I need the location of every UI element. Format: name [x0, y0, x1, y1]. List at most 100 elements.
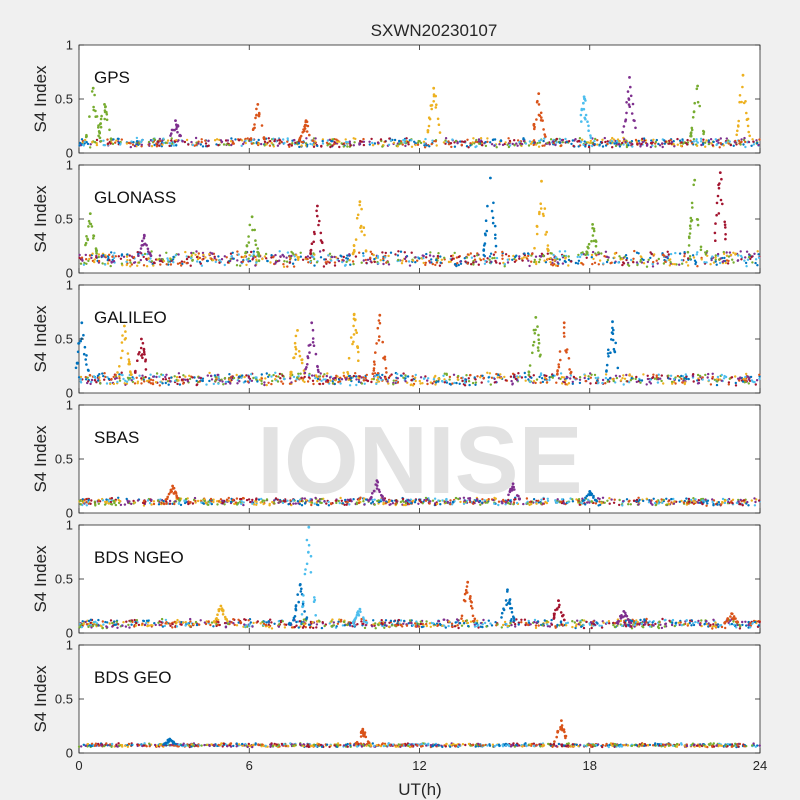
data-point: [285, 260, 289, 263]
peak-point: [316, 204, 319, 208]
data-point: [539, 353, 542, 357]
data-point: [635, 498, 639, 502]
data-point: [538, 375, 541, 379]
data-point: [213, 374, 217, 377]
data-point: [252, 376, 255, 380]
data-point: [641, 140, 644, 144]
data-point: [152, 264, 155, 267]
data-point: [88, 254, 92, 257]
data-point: [556, 261, 559, 264]
data-point: [123, 382, 126, 385]
data-point: [490, 143, 494, 146]
data-point: [246, 137, 249, 140]
data-point: [274, 371, 277, 374]
data-point: [330, 255, 334, 259]
data-point: [457, 497, 460, 501]
data-point: [537, 333, 540, 337]
data-point: [85, 258, 88, 261]
data-point: [465, 256, 469, 259]
data-point: [279, 377, 282, 380]
data-point: [724, 226, 727, 229]
data-point: [541, 380, 545, 384]
data-point: [402, 376, 405, 379]
data-point: [501, 254, 504, 257]
data-point: [234, 138, 237, 141]
data-point: [705, 504, 708, 507]
data-point: [199, 262, 202, 265]
data-point: [751, 138, 754, 141]
data-point: [88, 257, 91, 261]
data-point: [688, 257, 692, 260]
data-point: [623, 377, 627, 380]
data-point: [345, 260, 348, 264]
data-point: [486, 257, 489, 260]
data-point: [663, 139, 666, 142]
data-point: [192, 251, 195, 255]
data-point: [178, 134, 181, 138]
data-point: [625, 258, 628, 262]
data-point: [696, 223, 700, 227]
data-point: [294, 258, 297, 261]
data-point: [716, 375, 720, 379]
data-point: [223, 255, 226, 258]
data-point: [711, 625, 714, 628]
data-point: [432, 93, 436, 96]
data-point: [480, 381, 483, 384]
data-point: [608, 497, 611, 500]
data-point: [390, 624, 394, 627]
data-point: [414, 261, 417, 264]
data-point: [371, 492, 374, 495]
data-point: [197, 142, 200, 145]
data-point: [758, 373, 761, 376]
data-point: [175, 127, 178, 131]
data-point: [337, 380, 340, 384]
data-point: [237, 618, 240, 621]
data-point: [84, 620, 87, 624]
data-point: [581, 138, 584, 141]
data-point: [624, 118, 628, 121]
data-point: [257, 142, 261, 145]
data-point: [374, 627, 377, 630]
data-point: [296, 376, 299, 379]
data-point: [357, 359, 360, 363]
data-point: [506, 143, 509, 146]
data-point: [473, 625, 477, 628]
data-point: [651, 503, 654, 506]
data-point: [661, 145, 664, 149]
data-point: [553, 258, 556, 262]
scatter-points: [78, 171, 761, 268]
data-point: [82, 263, 86, 266]
data-point: [204, 256, 207, 259]
data-point: [165, 263, 168, 266]
data-point: [135, 376, 138, 379]
data-point: [236, 259, 239, 262]
data-point: [715, 213, 718, 217]
data-point: [461, 379, 464, 382]
data-point: [434, 383, 437, 386]
data-point: [558, 624, 561, 627]
data-point: [148, 377, 151, 380]
data-point: [135, 140, 139, 143]
data-point: [97, 502, 101, 505]
data-point: [141, 353, 144, 356]
data-point: [75, 361, 79, 365]
data-point: [735, 133, 738, 137]
data-point: [702, 129, 705, 133]
data-point: [494, 233, 497, 237]
data-point: [160, 259, 163, 263]
data-point: [235, 373, 238, 377]
data-point: [534, 624, 538, 627]
data-point: [97, 253, 101, 256]
data-point: [83, 140, 86, 143]
data-point: [244, 380, 247, 383]
data-point: [584, 503, 587, 506]
data-point: [747, 504, 750, 507]
data-point: [685, 261, 688, 264]
data-point: [591, 234, 595, 237]
data-point: [413, 140, 416, 143]
data-point: [122, 621, 125, 624]
data-point: [738, 100, 741, 104]
data-point: [286, 265, 289, 268]
data-point: [737, 119, 740, 123]
data-point: [292, 499, 295, 502]
